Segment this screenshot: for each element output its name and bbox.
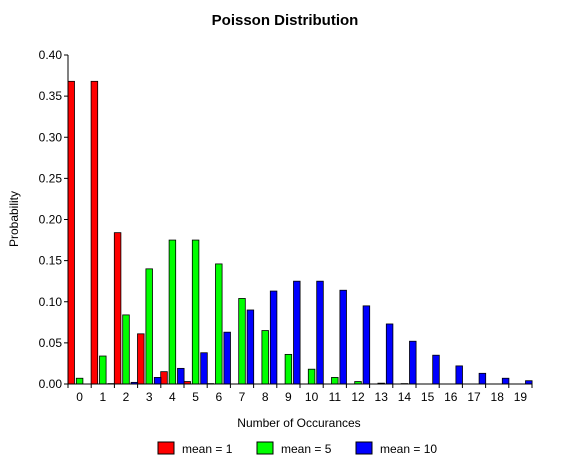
bar-series1-cat5 [191,239,200,385]
bar-series2-cat8 [269,290,278,385]
bars-group [67,80,533,385]
bar-series1-cat2 [122,314,130,385]
chart-title: Poisson Distribution [212,12,359,29]
x-tick-label: 4 [169,390,176,404]
legend-swatch-1 [256,441,274,455]
bar-series1-cat11 [331,377,339,385]
bar-series2-cat9 [293,280,301,385]
bar-series1-cat9 [284,353,293,385]
x-tick-label: 2 [123,390,130,404]
bar-series0-cat1 [90,80,99,385]
bar-series1-cat1 [99,355,107,385]
y-tick-label: 0.10 [39,295,63,309]
bar-series1-cat4 [168,239,177,385]
bar-series0-cat0 [67,80,75,385]
bar-series1-cat7 [238,298,246,385]
axes [67,55,532,385]
x-tick-label: 10 [305,390,319,404]
bar-series0-cat4 [160,371,168,385]
bar-series2-cat3 [153,377,162,385]
y-tick-label: 0.35 [39,89,63,103]
legend-swatch-0 [157,441,175,455]
bar-series2-cat4 [177,367,185,385]
bar-series2-cat7 [246,309,255,385]
bar-series1-cat6 [215,263,223,385]
y-tick-label: 0.20 [39,213,63,227]
x-tick-label: 8 [262,390,269,404]
bar-series2-cat5 [200,352,208,385]
x-tick-label: 1 [99,390,106,404]
x-tick-label: 15 [421,390,435,404]
bar-series2-cat16 [455,365,463,385]
x-tick-label: 18 [491,390,505,404]
bar-series1-cat10 [307,368,316,385]
legend: mean = 1 mean = 5 mean = 10 [157,441,437,456]
x-tick-label: 6 [215,390,222,404]
bar-series0-cat3 [137,333,145,385]
bar-series2-cat13 [385,323,394,385]
bar-series2-cat15 [432,354,440,385]
x-tick-label: 16 [444,390,458,404]
y-axis-ticks: 0.00 0.05 0.10 0.15 0.20 0.25 0.30 0.35 0.40 [39,48,68,391]
bar-series1-cat3 [145,268,153,385]
x-tick-label: 0 [76,390,83,404]
x-tick-label: 5 [192,390,199,404]
x-tick-label: 7 [239,390,246,404]
x-tick-label: 9 [285,390,292,404]
bar-series2-cat6 [223,331,231,385]
bar-series1-cat0 [75,377,84,385]
bar-series2-cat11 [339,289,347,385]
legend-label-1: mean = 5 [281,442,332,456]
y-tick-label: 0.05 [39,336,63,350]
x-axis-label: Number of Occurances [237,416,360,430]
bar-series2-cat17 [478,372,487,385]
legend-label-2: mean = 10 [380,442,437,456]
x-axis-ticks: 0 1 2 3 4 5 6 7 8 9 10 11 12 13 14 15 16 17 18 19 [67,384,533,404]
x-tick-label: 11 [329,390,342,404]
x-tick-label: 14 [398,390,412,404]
legend-swatch-2 [355,441,373,455]
y-axis-label: Probability [7,191,21,247]
legend-label-0: mean = 1 [182,442,233,456]
x-tick-label: 13 [375,390,389,404]
y-tick-label: 0.25 [39,171,63,185]
y-tick-label: 0.15 [39,254,63,268]
x-tick-label: 12 [351,390,365,404]
x-tick-label: 3 [146,390,153,404]
y-tick-label: 0.30 [39,130,63,144]
bar-series0-cat2 [113,232,122,385]
bar-series2-cat12 [362,305,371,385]
bar-series2-cat14 [409,340,417,385]
bar-series2-cat10 [316,280,324,385]
x-tick-label: 19 [514,390,528,404]
y-tick-label: 0.00 [39,377,63,391]
x-tick-label: 17 [467,390,481,404]
bar-series1-cat8 [261,330,269,385]
y-tick-label: 0.40 [39,48,63,62]
bar-series2-cat18 [501,377,510,385]
